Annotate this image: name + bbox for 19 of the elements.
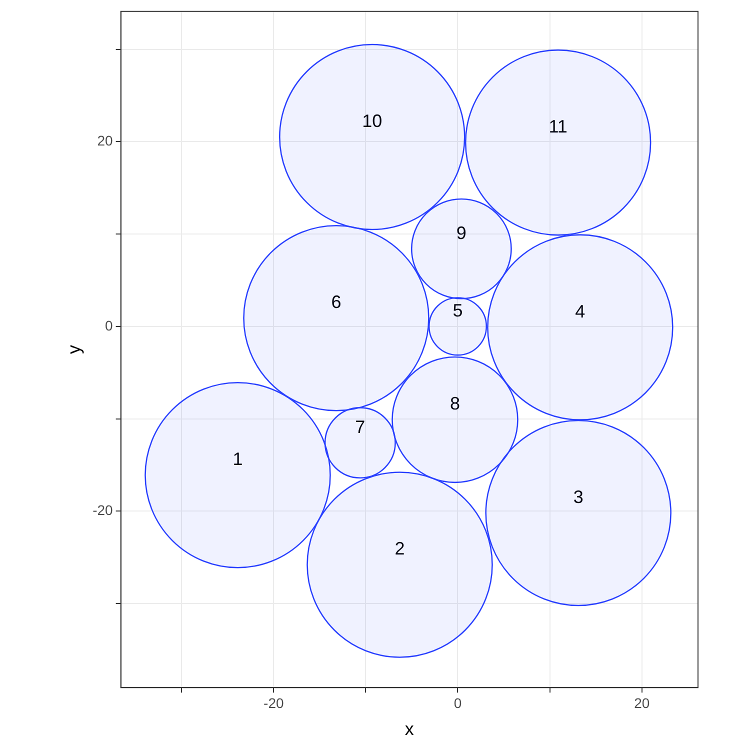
annotation: 7 — [355, 416, 366, 437]
x-tick-label: 20 — [634, 694, 650, 711]
annotation: 8 — [450, 394, 460, 414]
y-axis-title: y — [64, 345, 84, 354]
x-tick-label: 0 — [454, 694, 462, 711]
annotation: 6 — [331, 292, 342, 312]
annotation: 5 — [452, 300, 463, 320]
annotation: 3 — [573, 486, 584, 507]
annotation: 9 — [456, 222, 466, 243]
x-tick-label: -20 — [264, 694, 284, 711]
y-tick-label: -20 — [92, 502, 114, 518]
y-tick-label: 0 — [105, 317, 114, 334]
annotation: 11 — [548, 116, 568, 137]
annotation: 1 — [232, 449, 243, 470]
x-axis-title: x — [404, 719, 414, 740]
annotation: 2 — [394, 538, 405, 559]
annotation: 4 — [575, 301, 586, 322]
y-tick-label: 20 — [97, 132, 114, 149]
annotation: 10 — [362, 111, 382, 131]
